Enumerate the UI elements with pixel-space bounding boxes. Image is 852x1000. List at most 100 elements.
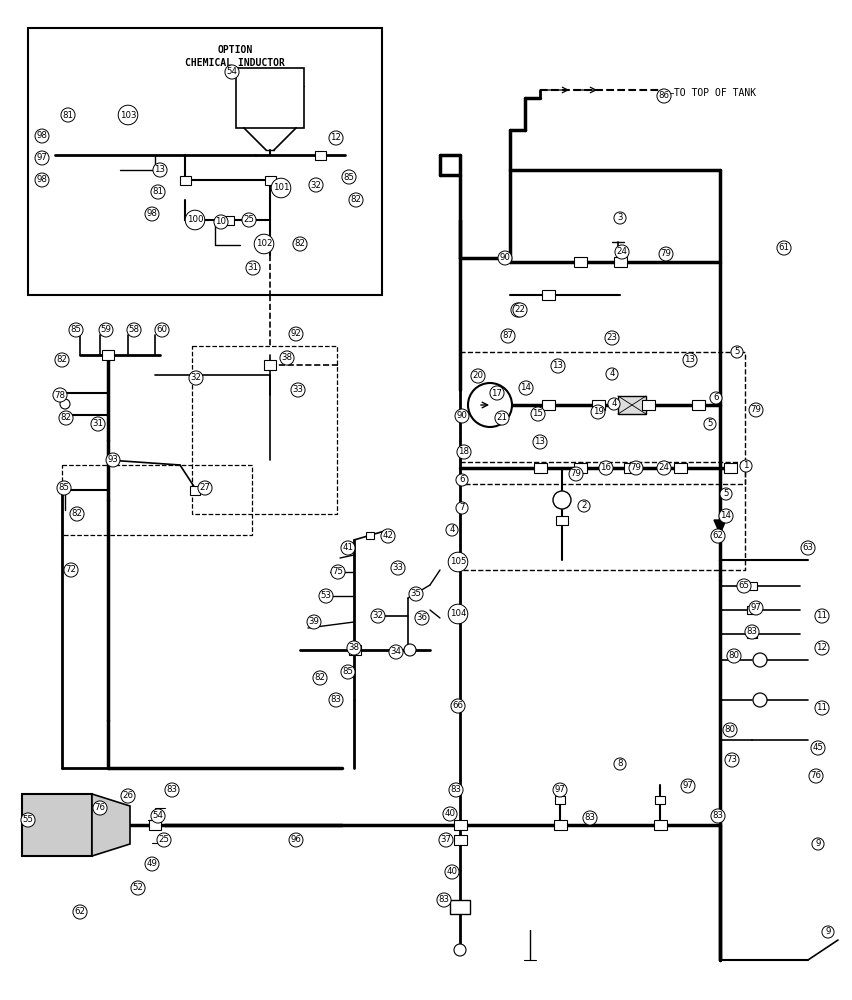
Bar bbox=[190, 486, 200, 494]
Text: 78: 78 bbox=[55, 390, 66, 399]
Circle shape bbox=[753, 693, 767, 707]
Text: 82: 82 bbox=[60, 414, 72, 422]
Text: 82: 82 bbox=[350, 196, 361, 205]
Text: 38: 38 bbox=[281, 354, 292, 362]
Text: 24: 24 bbox=[617, 247, 628, 256]
Text: 4: 4 bbox=[611, 399, 617, 408]
Text: 16: 16 bbox=[601, 464, 612, 473]
Text: 13: 13 bbox=[684, 356, 695, 364]
Text: 40: 40 bbox=[445, 810, 456, 818]
Text: 5: 5 bbox=[734, 348, 740, 357]
Text: 26: 26 bbox=[123, 792, 134, 800]
Text: 79: 79 bbox=[571, 470, 581, 479]
Text: 21: 21 bbox=[497, 414, 508, 422]
Text: 98: 98 bbox=[37, 131, 48, 140]
Text: 19: 19 bbox=[592, 408, 603, 416]
Text: 34: 34 bbox=[390, 648, 401, 656]
Text: 14: 14 bbox=[521, 383, 532, 392]
Text: 83: 83 bbox=[166, 786, 177, 794]
Text: 45: 45 bbox=[813, 744, 824, 752]
Text: 79: 79 bbox=[630, 464, 642, 473]
Text: 32: 32 bbox=[372, 611, 383, 620]
Polygon shape bbox=[92, 794, 130, 856]
Text: 54: 54 bbox=[153, 812, 164, 820]
Text: 15: 15 bbox=[532, 410, 544, 418]
Text: 81: 81 bbox=[153, 188, 164, 196]
Bar bbox=[149, 820, 161, 830]
Text: 90: 90 bbox=[499, 253, 510, 262]
Text: 3: 3 bbox=[617, 214, 623, 223]
Text: 82: 82 bbox=[314, 674, 325, 682]
Text: 12: 12 bbox=[816, 644, 827, 652]
Text: 62: 62 bbox=[74, 908, 85, 916]
Bar bbox=[460, 462, 745, 570]
Text: OPTION: OPTION bbox=[217, 45, 253, 55]
Text: 5: 5 bbox=[707, 420, 713, 428]
Text: 83: 83 bbox=[331, 696, 342, 704]
Text: 79: 79 bbox=[660, 249, 671, 258]
Text: 97: 97 bbox=[751, 603, 762, 612]
Text: 65: 65 bbox=[739, 582, 750, 590]
Bar bbox=[366, 532, 374, 538]
Text: 82: 82 bbox=[72, 510, 83, 518]
Text: 80: 80 bbox=[728, 652, 740, 660]
Text: 85: 85 bbox=[343, 172, 354, 182]
Bar bbox=[653, 820, 666, 830]
Bar bbox=[747, 630, 757, 638]
Text: 24: 24 bbox=[659, 464, 670, 473]
Text: 88: 88 bbox=[513, 306, 523, 314]
Bar bbox=[349, 645, 361, 655]
Text: 82: 82 bbox=[56, 356, 67, 364]
Text: 40: 40 bbox=[446, 867, 458, 876]
Text: 20: 20 bbox=[473, 371, 483, 380]
Bar bbox=[222, 216, 233, 225]
Text: 22: 22 bbox=[515, 306, 526, 314]
Text: 83: 83 bbox=[439, 896, 450, 904]
Text: 32: 32 bbox=[191, 373, 202, 382]
Text: 4: 4 bbox=[449, 526, 455, 534]
Text: 13: 13 bbox=[534, 438, 545, 446]
Text: 73: 73 bbox=[727, 756, 738, 764]
Text: 104: 104 bbox=[450, 609, 466, 618]
Text: 36: 36 bbox=[417, 613, 428, 622]
Text: 87: 87 bbox=[503, 332, 514, 340]
Text: 86: 86 bbox=[659, 92, 670, 101]
Text: 66: 66 bbox=[452, 702, 463, 710]
Text: CHEMICAL INDUCTOR: CHEMICAL INDUCTOR bbox=[185, 58, 285, 68]
Text: 54: 54 bbox=[227, 68, 238, 77]
Text: 85: 85 bbox=[59, 484, 70, 492]
Text: 9: 9 bbox=[815, 840, 820, 848]
Text: 62: 62 bbox=[712, 532, 723, 540]
Bar bbox=[723, 463, 736, 473]
Text: 55: 55 bbox=[22, 816, 33, 824]
Bar bbox=[542, 290, 555, 300]
Text: 102: 102 bbox=[256, 239, 273, 248]
Bar bbox=[450, 900, 470, 914]
Text: —TO TOP OF TANK: —TO TOP OF TANK bbox=[668, 88, 756, 98]
Text: 11: 11 bbox=[816, 704, 827, 712]
Bar bbox=[314, 150, 325, 159]
Text: 27: 27 bbox=[199, 484, 210, 492]
Text: 60: 60 bbox=[157, 326, 168, 334]
Text: 31: 31 bbox=[247, 263, 258, 272]
Text: 31: 31 bbox=[93, 420, 103, 428]
Text: 18: 18 bbox=[458, 448, 469, 456]
Text: 79: 79 bbox=[751, 406, 762, 414]
Text: 103: 103 bbox=[120, 110, 136, 119]
Circle shape bbox=[753, 653, 767, 667]
Text: 83: 83 bbox=[451, 786, 462, 794]
Text: 83: 83 bbox=[746, 628, 757, 637]
Text: 97: 97 bbox=[37, 153, 48, 162]
Text: 101: 101 bbox=[273, 184, 289, 192]
Text: 8: 8 bbox=[617, 760, 623, 768]
Bar bbox=[460, 352, 745, 484]
Circle shape bbox=[553, 491, 571, 509]
Bar bbox=[642, 400, 654, 410]
Bar bbox=[180, 176, 191, 184]
Text: 100: 100 bbox=[187, 216, 204, 225]
Text: 85: 85 bbox=[71, 326, 82, 334]
Bar bbox=[264, 360, 276, 370]
Text: 13: 13 bbox=[552, 361, 563, 370]
Text: 38: 38 bbox=[348, 644, 360, 652]
Text: 12: 12 bbox=[331, 133, 342, 142]
